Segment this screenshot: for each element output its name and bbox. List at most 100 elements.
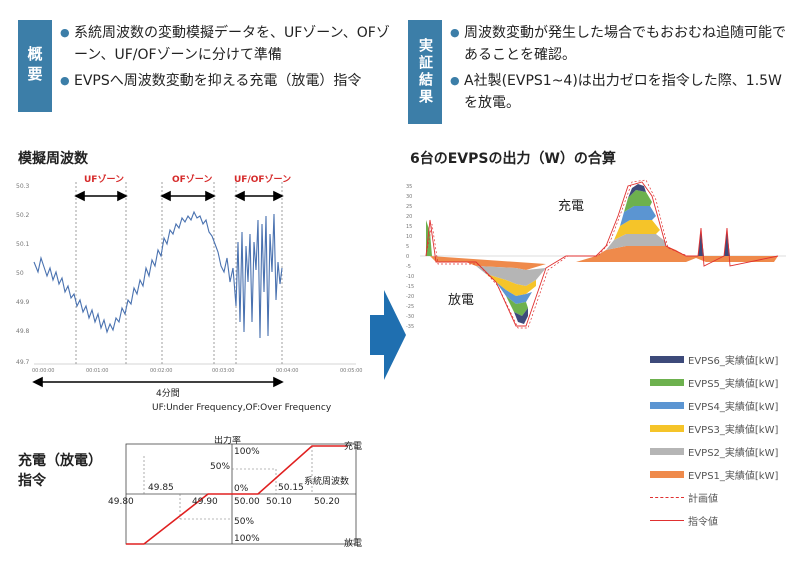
x-tick: 00:01:00 [86, 368, 108, 374]
y-tick: -35 [406, 324, 414, 330]
y-tick: 35 [406, 184, 412, 190]
legend-label: EVPS1_実績値[kW] [688, 471, 779, 482]
zone-label-uf: UFゾーン [84, 173, 124, 185]
command-title-1: 充電（放電） [18, 453, 102, 469]
legend-label: 指令値 [688, 517, 718, 528]
frequency-x-ticks: 00:00:00 00:01:00 00:02:00 00:03:00 00:0… [32, 368, 362, 374]
verification-bullets: 周波数変動が発生した場合でもおおむね追随可能であることを確認。 A社製(EVPS… [450, 22, 790, 118]
legend-swatch-evps5 [650, 379, 684, 386]
frequency-footnote: UF:Under Frequency,OF:Over Frequency [152, 403, 332, 413]
frequency-y-ticks: 50.3 50.2 50.1 50 49.9 49.8 49.7 [16, 183, 30, 366]
charge-label: 充電 [344, 440, 362, 452]
legend-item-evps3: EVPS3_実績値[kW] [650, 417, 796, 440]
right-chart-title: 6台のEVPSの出力（W）の合算 [410, 151, 616, 167]
y-tick: 49.9 [16, 299, 30, 306]
command-value-line [425, 181, 779, 327]
legend-swatch-evps1 [650, 471, 684, 478]
y-tick: 10 [406, 234, 412, 240]
plan-value-line [425, 179, 689, 329]
y-tick: 20 [406, 214, 412, 220]
verification-badge: 実証結果 [408, 20, 442, 124]
verification-bullet-2: A社製(EVPS1~4)は出力ゼロを指令した際、1.5Wを放電。 [450, 70, 790, 114]
legend-label: EVPS6_実績値[kW] [688, 356, 779, 367]
overview-bullet-2: EVPSへ周波数変動を抑える充電（放電）指令 [60, 70, 395, 92]
span-label: 4分間 [156, 388, 180, 399]
y-tick: 50.1 [16, 241, 30, 248]
y-tick: 30 [406, 194, 412, 200]
legend-label: EVPS2_実績値[kW] [688, 448, 779, 459]
discharge-label: 放電 [344, 537, 362, 549]
freq-value: 50.00 [234, 497, 260, 507]
verification-bullet-1: 周波数変動が発生した場合でもおおむね追随可能であることを確認。 [450, 22, 790, 66]
legend-swatch-evps2 [650, 448, 684, 455]
overview-badge: 概要 [18, 20, 52, 112]
annotation-discharge: 放電 [448, 293, 474, 308]
legend-label: EVPS3_実績値[kW] [688, 425, 779, 436]
frequency-chart: 50.3 50.2 50.1 50 49.9 49.8 49.7 00:00:0… [16, 173, 362, 413]
x-tick: 00:00:00 [32, 368, 54, 374]
freq-value: 49.80 [108, 497, 134, 507]
legend-item-evps2: EVPS2_実績値[kW] [650, 440, 796, 463]
y-tick: 50.2 [16, 212, 30, 219]
command-title-2: 指令 [18, 473, 46, 489]
x-tick: 00:05:00 [340, 368, 362, 374]
rate-label: 100% [234, 534, 260, 544]
legend-label: EVPS4_実績値[kW] [688, 402, 779, 413]
legend-label: 計画値 [688, 494, 718, 505]
legend-item-plan: 計画値 [650, 486, 796, 509]
freq-value: 49.85 [148, 483, 174, 493]
x-tick: 00:02:00 [150, 368, 172, 374]
rate-label: 100% [234, 447, 260, 457]
legend-label: EVPS5_実績値[kW] [688, 379, 779, 390]
y-tick: 49.7 [16, 359, 30, 366]
command-line [126, 445, 348, 545]
freq-value: 50.10 [266, 497, 292, 507]
x-tick: 00:04:00 [276, 368, 298, 374]
legend-swatch-command [650, 520, 684, 521]
freq-value: 50.15 [278, 483, 304, 493]
y-tick: -25 [406, 304, 414, 310]
overview-bullet-1: 系統周波数の変動模擬データを、UFゾーン、OFゾーン、UF/OFゾーンに分けて準… [60, 22, 395, 66]
freq-axis-label: 系統周波数 [304, 475, 349, 487]
legend-swatch-plan [650, 497, 684, 498]
frequency-line [33, 210, 283, 339]
zone-label-ufof: UF/OFゾーン [234, 173, 291, 185]
legend-item-evps6: EVPS6_実績値[kW] [650, 348, 796, 371]
legend-swatch-evps6 [650, 356, 684, 363]
freq-value: 50.20 [314, 497, 340, 507]
y-tick: 25 [406, 204, 412, 210]
legend-item-evps1: EVPS1_実績値[kW] [650, 463, 796, 486]
overview-bullets: 系統周波数の変動模擬データを、UFゾーン、OFゾーン、UF/OFゾーンに分けて準… [60, 22, 395, 96]
y-tick: 0 [406, 254, 409, 260]
rate-label: 50% [234, 517, 254, 527]
output-rate-label: 出力率 [214, 436, 241, 446]
legend-item-evps4: EVPS4_実績値[kW] [650, 394, 796, 417]
freq-value: 49.90 [192, 497, 218, 507]
y-tick: -20 [406, 294, 414, 300]
rate-label: 0% [234, 484, 249, 494]
legend-swatch-evps4 [650, 402, 684, 409]
y-tick: -10 [406, 274, 414, 280]
y-tick: -5 [406, 264, 411, 270]
left-chart-title: 模擬周波数 [18, 151, 88, 167]
evps-y-ticks: 35 30 25 20 15 10 5 0 -5 -10 -15 -20 -25… [406, 184, 414, 330]
y-tick: 50.3 [16, 183, 30, 190]
y-tick: -15 [406, 284, 414, 290]
rate-label: 50% [210, 462, 230, 472]
legend-item-command: 指令値 [650, 509, 796, 532]
x-tick: 00:03:00 [212, 368, 234, 374]
zone-label-of: OFゾーン [172, 173, 212, 185]
y-tick: 5 [406, 244, 409, 250]
y-tick: 15 [406, 224, 412, 230]
command-diagram: 出力率 充電 放電 系統周波数 100% 50% 0% 50% 100% 49.… [108, 436, 362, 549]
legend-swatch-evps3 [650, 425, 684, 432]
annotation-charge: 充電 [558, 198, 584, 214]
y-tick: 50 [16, 270, 24, 277]
evps-chart: 35 30 25 20 15 10 5 0 -5 -10 -15 -20 -25… [406, 179, 786, 330]
evps-legend: EVPS6_実績値[kW] EVPS5_実績値[kW] EVPS4_実績値[kW… [650, 348, 796, 532]
legend-item-evps5: EVPS5_実績値[kW] [650, 371, 796, 394]
y-tick: 49.8 [16, 328, 30, 335]
flow-arrow [370, 290, 406, 380]
evps-bands [426, 184, 778, 324]
y-tick: -30 [406, 314, 414, 320]
